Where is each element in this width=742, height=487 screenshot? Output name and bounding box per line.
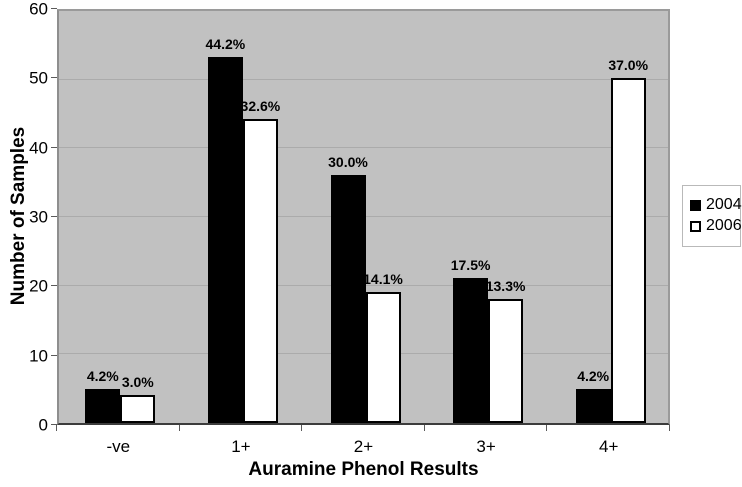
bar-2006-4+ <box>610 78 646 423</box>
x-tick-mark <box>301 425 303 431</box>
x-tick-mark <box>423 425 425 431</box>
bar-2004-2+ <box>330 174 366 423</box>
y-tick-mark <box>51 354 57 356</box>
x-category-label: 4+ <box>598 437 619 456</box>
y-tick-label: 10 <box>29 346 48 366</box>
y-tick-label: 30 <box>29 207 48 227</box>
bar-value-label: 37.0% <box>608 57 649 73</box>
x-tick-mark <box>178 425 180 431</box>
bar-2004-1+ <box>207 57 243 423</box>
bar-2004-4+ <box>575 388 611 423</box>
legend-label: 2006 <box>706 217 742 235</box>
x-axis-category-labels: -ve 1+ 2+ 3+ 4+ <box>57 438 670 458</box>
bar-2006-3+ <box>488 298 524 423</box>
y-tick-mark <box>51 216 57 217</box>
bar-2006-2+ <box>365 291 401 423</box>
y-tick-mark <box>51 424 57 425</box>
bar-value-label: 14.1% <box>363 270 403 287</box>
x-category-label: 1+ <box>231 437 251 456</box>
gridline <box>59 147 668 149</box>
legend-swatch-2006 <box>690 221 701 233</box>
x-tick-mark <box>669 425 670 431</box>
y-tick-mark <box>51 77 57 79</box>
bar-2006-1+ <box>242 119 278 423</box>
x-category-label: 3+ <box>476 437 496 456</box>
bar-value-label: 4.2% <box>86 367 119 384</box>
bar-value-label: 32.6% <box>240 98 281 115</box>
plot-area: 4.2% 3.0% 44.2% 32.6% 30.0% 14.1% 17.5% 13.3% 4.… <box>57 9 670 425</box>
y-tick-mark <box>51 285 57 287</box>
y-tick-label: 0 <box>38 415 48 435</box>
y-axis-tick-labels: 0 10 20 30 40 50 60 <box>0 1 48 434</box>
bar-2004-3+ <box>453 278 489 423</box>
gridline <box>59 78 668 80</box>
legend-label: 2004 <box>706 196 742 213</box>
y-tick-mark <box>51 146 57 148</box>
x-category-label: 2+ <box>353 437 374 456</box>
x-tick-mark <box>546 425 548 431</box>
y-tick-label: 40 <box>29 138 48 158</box>
legend-item-2006: 2006 <box>690 217 742 235</box>
bar-value-label: 4.2% <box>577 367 610 384</box>
y-tick-label: 20 <box>29 276 48 296</box>
bar-value-label: 3.0% <box>121 374 154 391</box>
legend-swatch-2004 <box>690 199 701 211</box>
y-tick-label: 50 <box>29 68 48 88</box>
x-category-label: -ve <box>106 437 131 456</box>
bar-2006--ve <box>120 395 156 423</box>
legend-item-2004: 2004 <box>690 196 742 214</box>
x-tick-mark <box>56 425 57 431</box>
bar-value-label: 44.2% <box>205 36 246 53</box>
bar-value-label: 17.5% <box>450 257 491 274</box>
y-tick-label: 60 <box>29 0 48 19</box>
bar-2004--ve <box>85 388 121 423</box>
bar-value-label: 30.0% <box>328 153 368 170</box>
x-axis-title: Auramine Phenol Results <box>248 459 479 480</box>
bar-value-label: 13.3% <box>485 277 526 294</box>
legend: 2004 2006 <box>682 185 742 247</box>
y-tick-mark <box>51 8 57 9</box>
